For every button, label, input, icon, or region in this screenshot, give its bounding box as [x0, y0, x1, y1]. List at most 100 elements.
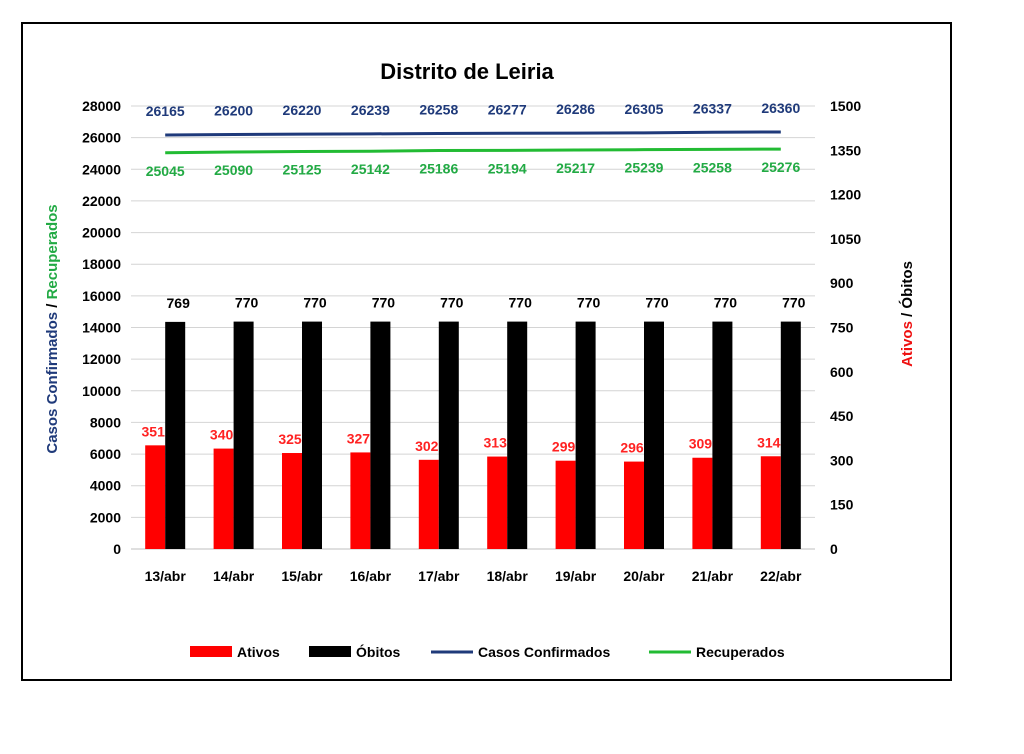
data-label-casos-confirmados: 26258 — [419, 102, 458, 118]
data-label-obitos: 769 — [167, 295, 191, 311]
x-tick-label: 17/abr — [418, 568, 460, 584]
right-tick-label: 1050 — [830, 231, 861, 247]
x-tick-label: 21/abr — [692, 568, 734, 584]
chart: Distrito de Leiria0200040006000800010000… — [44, 59, 916, 660]
x-tick-label: 14/abr — [213, 568, 255, 584]
bar-ativos — [418, 459, 439, 549]
x-tick-label: 20/abr — [623, 568, 665, 584]
data-label-casos-confirmados: 26360 — [761, 100, 800, 116]
bar-obitos — [507, 321, 528, 549]
data-label-ativos: 327 — [347, 430, 371, 446]
right-tick-label: 1350 — [830, 142, 861, 158]
right-tick-label: 1500 — [830, 98, 861, 114]
legend-label: Casos Confirmados — [478, 644, 610, 660]
data-label-ativos: 351 — [142, 423, 166, 439]
legend-label: Recuperados — [696, 644, 785, 660]
left-tick-label: 24000 — [82, 161, 121, 177]
bar-obitos — [438, 321, 459, 549]
left-tick-label: 0 — [113, 541, 121, 557]
bar-obitos — [780, 321, 801, 549]
right-tick-label: 600 — [830, 364, 854, 380]
data-label-ativos: 325 — [278, 431, 302, 447]
right-tick-label: 300 — [830, 452, 854, 468]
data-label-casos-confirmados: 26200 — [214, 102, 253, 118]
data-label-obitos: 770 — [303, 295, 327, 311]
right-axis-title-part: / — [899, 309, 916, 322]
data-label-recuperados: 25090 — [214, 162, 253, 178]
data-label-ativos: 299 — [552, 439, 576, 455]
left-axis-title: Casos Confirmados / Recuperados — [44, 204, 61, 453]
chart-title: Distrito de Leiria — [380, 59, 554, 84]
data-label-casos-confirmados: 26305 — [625, 101, 664, 117]
data-label-recuperados: 25125 — [283, 161, 322, 177]
data-label-obitos: 770 — [577, 295, 601, 311]
left-tick-label: 2000 — [90, 509, 121, 525]
left-tick-label: 28000 — [82, 98, 121, 114]
data-label-ativos: 296 — [620, 440, 644, 456]
bar-obitos — [302, 321, 322, 549]
right-axis-title-part: Óbitos — [898, 261, 916, 309]
left-tick-label: 20000 — [82, 225, 121, 241]
data-label-obitos: 770 — [440, 295, 464, 311]
x-tick-label: 19/abr — [555, 568, 597, 584]
right-tick-label: 900 — [830, 275, 854, 291]
bar-ativos — [692, 457, 713, 549]
data-label-casos-confirmados: 26239 — [351, 102, 390, 118]
data-label-obitos: 770 — [782, 295, 806, 311]
bar-ativos — [760, 456, 781, 549]
left-tick-label: 14000 — [82, 320, 121, 336]
data-label-ativos: 302 — [415, 438, 439, 454]
right-tick-label: 750 — [830, 320, 854, 336]
x-tick-label: 18/abr — [487, 568, 529, 584]
data-label-casos-confirmados: 26277 — [488, 101, 527, 117]
bar-obitos — [233, 321, 254, 549]
data-label-casos-confirmados: 26165 — [146, 103, 185, 119]
left-tick-label: 4000 — [90, 478, 121, 494]
right-tick-label: 150 — [830, 497, 854, 513]
data-label-obitos: 770 — [235, 295, 259, 311]
left-tick-label: 16000 — [82, 288, 121, 304]
bar-ativos — [624, 461, 644, 549]
x-tick-label: 15/abr — [281, 568, 323, 584]
data-label-recuperados: 25258 — [693, 159, 732, 175]
x-tick-label: 13/abr — [145, 568, 187, 584]
right-tick-label: 1200 — [830, 187, 861, 203]
bar-obitos — [575, 321, 596, 549]
data-label-obitos: 770 — [509, 295, 533, 311]
left-tick-label: 22000 — [82, 193, 121, 209]
right-tick-label: 0 — [830, 541, 838, 557]
bar-ativos — [145, 445, 166, 549]
data-label-obitos: 770 — [714, 295, 738, 311]
bar-obitos — [712, 321, 733, 549]
data-label-recuperados: 25142 — [351, 161, 390, 177]
legend-swatch — [190, 646, 232, 657]
left-tick-label: 6000 — [90, 446, 121, 462]
data-label-recuperados: 25045 — [146, 163, 185, 179]
chart-frame: Distrito de Leiria 0 2000 4000 6000 8000 10000… — [21, 22, 952, 681]
data-label-recuperados: 25276 — [761, 159, 800, 175]
x-tick-label: 16/abr — [350, 568, 392, 584]
left-axis-title-part: Casos Confirmados — [44, 312, 61, 454]
bar-ativos — [555, 460, 576, 549]
bar-ativos — [213, 448, 234, 549]
right-tick-label: 450 — [830, 408, 854, 424]
data-label-ativos: 314 — [757, 434, 781, 450]
bar-obitos — [370, 321, 391, 549]
data-label-casos-confirmados: 26337 — [693, 100, 732, 116]
legend-label: Ativos — [237, 644, 280, 660]
legend-label: Óbitos — [356, 643, 401, 660]
bar-ativos — [487, 456, 508, 549]
bar-ativos — [350, 452, 371, 549]
right-axis-title: Ativos / Óbitos — [898, 261, 916, 367]
data-label-obitos: 770 — [372, 295, 396, 311]
data-label-ativos: 309 — [689, 436, 713, 452]
left-tick-label: 10000 — [82, 383, 121, 399]
bar-obitos — [165, 321, 186, 549]
data-label-ativos: 340 — [210, 427, 234, 443]
left-tick-label: 26000 — [82, 130, 121, 146]
line-casos-confirmados — [165, 130, 781, 137]
x-tick-label: 22/abr — [760, 568, 802, 584]
data-label-casos-confirmados: 26220 — [283, 102, 322, 118]
left-axis-title-part: Recuperados — [44, 204, 61, 299]
data-label-ativos: 313 — [484, 435, 508, 451]
